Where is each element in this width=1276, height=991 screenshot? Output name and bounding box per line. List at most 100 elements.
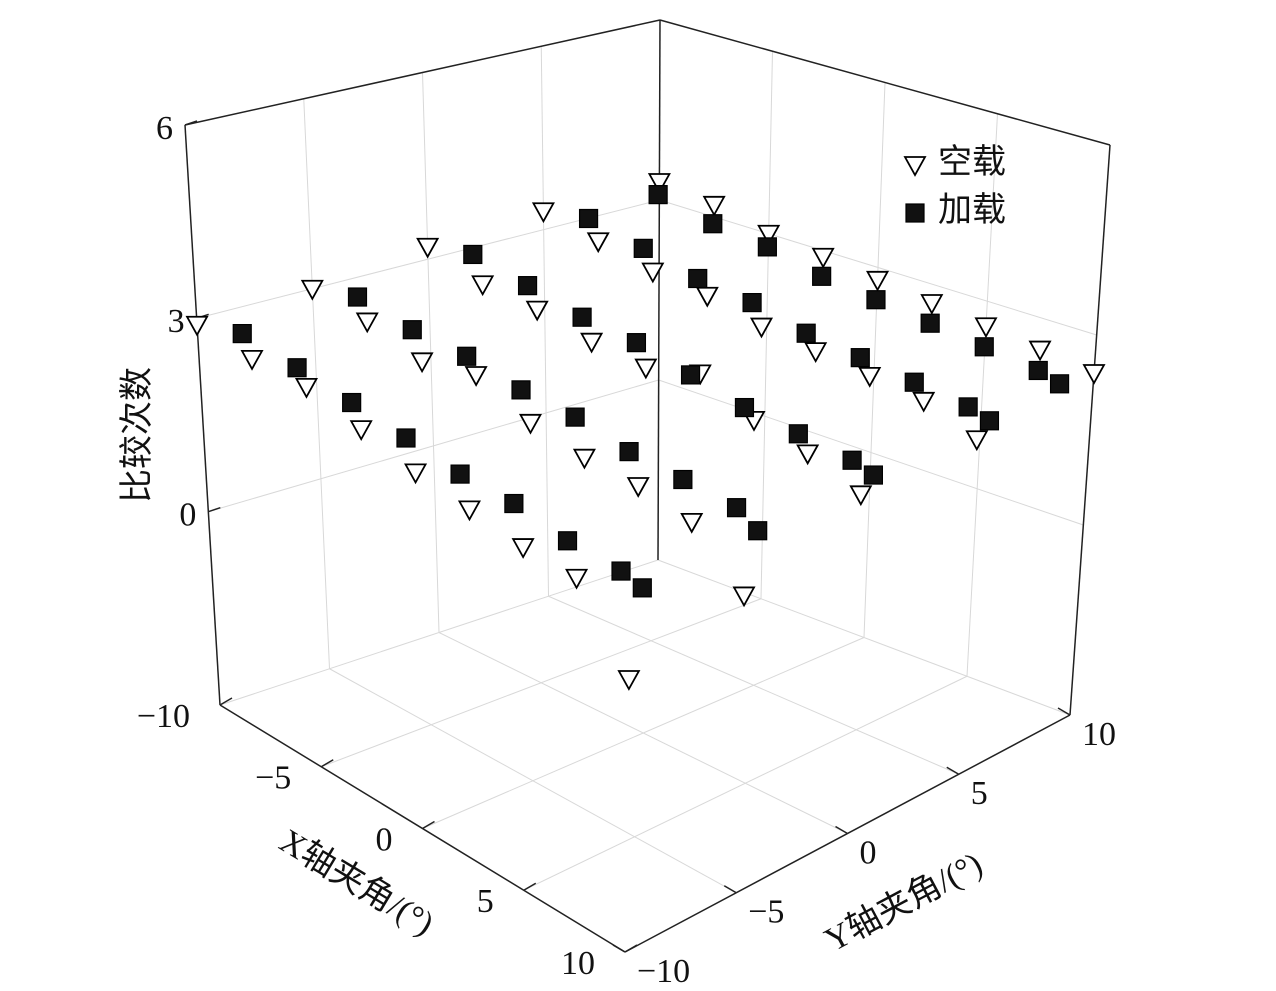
point (849, 485, 873, 507)
point (695, 286, 719, 308)
point (511, 380, 531, 400)
point (788, 424, 808, 444)
grid-line (548, 595, 959, 775)
point (518, 413, 543, 435)
point (974, 337, 994, 357)
point (850, 348, 870, 368)
point (457, 346, 477, 366)
legend-label: 空载 (938, 143, 1006, 181)
point (734, 397, 755, 418)
point (1028, 360, 1048, 381)
point (688, 268, 708, 289)
point (619, 442, 639, 462)
point (804, 342, 828, 363)
point (796, 444, 820, 466)
z-tick-label: 3 (168, 303, 185, 340)
point (626, 477, 650, 498)
x-tick-label: 0 (376, 821, 393, 858)
point (402, 320, 422, 340)
point (349, 420, 373, 441)
y-tick-label: 0 (860, 834, 877, 871)
tick (1057, 707, 1071, 716)
point (904, 372, 924, 392)
point (732, 586, 756, 608)
x-axis-label: X轴夹角/(°) (273, 822, 440, 943)
point (920, 294, 944, 315)
grid-line (659, 199, 1097, 336)
point (232, 323, 252, 344)
point (726, 498, 747, 518)
point (863, 465, 883, 485)
grid-line (658, 379, 1084, 526)
point (185, 315, 209, 337)
point (240, 349, 264, 371)
point (634, 358, 658, 380)
x-tick-label: −5 (255, 760, 291, 797)
y-tick-label: 10 (1082, 716, 1116, 753)
point (457, 500, 481, 522)
point (680, 512, 704, 534)
y-tick-label: −10 (637, 953, 690, 990)
point (565, 568, 589, 590)
point (1082, 364, 1106, 385)
point (463, 244, 483, 265)
grid-line (303, 98, 330, 669)
point (342, 392, 362, 413)
point (557, 531, 578, 551)
y-tick-label: −5 (748, 894, 784, 931)
grid-line (657, 559, 1071, 716)
legend-marker (905, 203, 925, 223)
point (965, 430, 989, 452)
point (525, 300, 549, 322)
point (866, 270, 890, 292)
tick (320, 759, 334, 768)
axis-line (184, 19, 661, 126)
grid-line (208, 379, 659, 513)
point (757, 224, 781, 246)
point (920, 313, 940, 333)
point (632, 578, 652, 598)
point (648, 185, 668, 205)
point (748, 521, 768, 541)
axis-line (657, 19, 661, 561)
axis-line (659, 19, 1111, 146)
point (572, 307, 592, 327)
point (617, 670, 641, 691)
z-tick-label: 6 (156, 110, 173, 147)
point (565, 407, 585, 427)
tick (184, 120, 198, 126)
tick (612, 944, 626, 953)
z-tick-label: 0 (179, 496, 196, 533)
point (464, 366, 488, 387)
y-axis-label: Y轴夹角/(°) (819, 845, 989, 959)
point (626, 333, 647, 353)
point (572, 448, 596, 470)
point (742, 293, 762, 313)
tick (523, 882, 537, 891)
y-tick-label: 5 (971, 775, 988, 812)
point (812, 266, 832, 286)
point (842, 450, 862, 470)
grid-line (863, 82, 886, 638)
tick (208, 506, 221, 513)
point (633, 238, 653, 258)
point (416, 237, 440, 259)
point (866, 290, 886, 310)
point (958, 397, 978, 417)
point (673, 469, 693, 490)
point (410, 352, 434, 374)
z-axis-label: 比较次数 (118, 367, 156, 503)
point (1028, 340, 1052, 362)
point (347, 287, 368, 307)
point (858, 367, 882, 388)
point (294, 377, 319, 399)
tick (219, 697, 233, 706)
point (702, 195, 726, 217)
point (531, 202, 555, 224)
point (680, 365, 701, 385)
point (749, 317, 774, 339)
point (471, 275, 495, 297)
grid-line (966, 113, 998, 677)
axis-line (1069, 144, 1111, 716)
